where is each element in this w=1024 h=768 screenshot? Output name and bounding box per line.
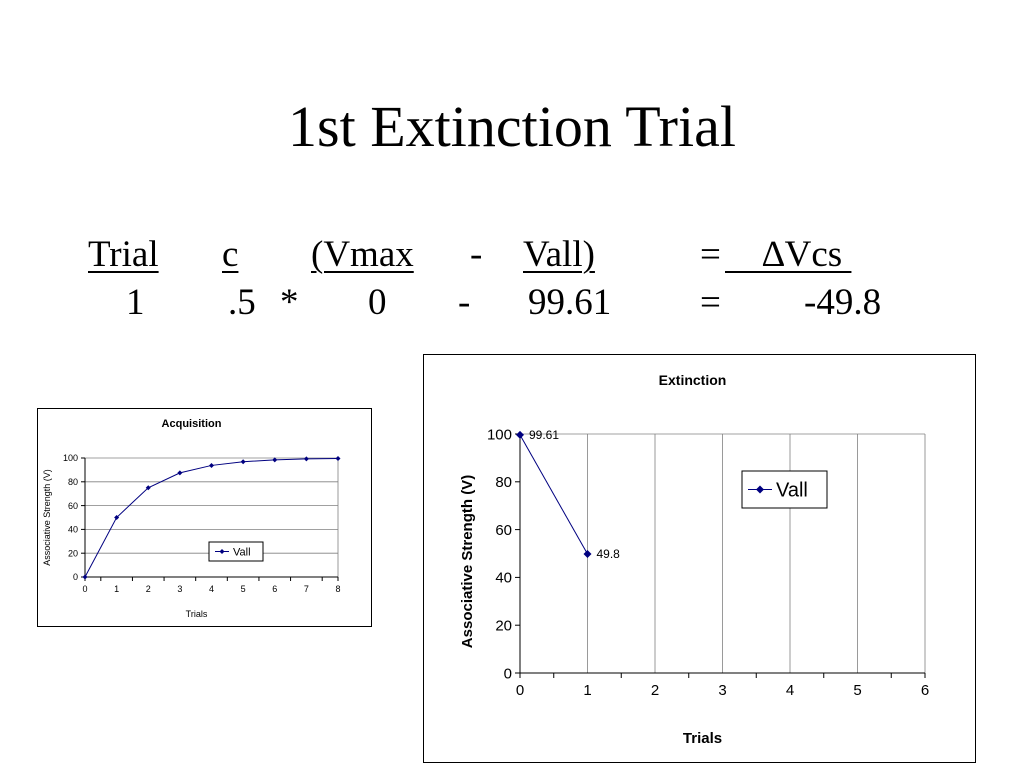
formula-header-trial: Trial	[88, 234, 159, 275]
acquisition-x-tick-label: 6	[272, 584, 277, 594]
acquisition-data-point	[114, 515, 120, 520]
extinction-legend-marker	[756, 485, 764, 494]
formula-value-delta-vcs: -49.8	[804, 282, 882, 323]
extinction-y-tick-label: 80	[495, 474, 512, 491]
acquisition-x-tick-label: 5	[241, 584, 246, 594]
acquisition-x-tick-label: 2	[146, 584, 151, 594]
acquisition-chart-title: Acquisition	[162, 418, 222, 430]
acquisition-y-tick-label: 40	[68, 525, 78, 535]
extinction-x-tick-label: 3	[718, 682, 726, 699]
formula-header-c: c	[222, 234, 239, 275]
extinction-x-tick-label: 1	[583, 682, 591, 699]
acquisition-data-point	[177, 470, 183, 476]
acquisition-data-point	[240, 459, 246, 465]
acquisition-y-tick-label: 20	[68, 548, 78, 558]
extinction-y-tick-label: 20	[495, 617, 512, 634]
acquisition-x-axis-label: Trials	[186, 609, 208, 619]
formula-header-minus: -	[470, 234, 483, 275]
extinction-data-point	[516, 430, 524, 439]
extinction-y-axis-label: Associative Strength (V)	[459, 475, 476, 648]
extinction-chart: Extinction 0 20 40 60 80 100 0 1 2 3 4 5 6 Trials Assoc…	[459, 372, 929, 747]
extinction-y-tick-label: 60	[495, 522, 512, 539]
acquisition-data-point	[335, 455, 341, 461]
acquisition-data-point	[209, 462, 214, 468]
extinction-x-tick-label: 2	[651, 682, 659, 699]
acquisition-y-tick-label: 60	[68, 501, 78, 511]
acquisition-legend-marker	[219, 549, 225, 554]
extinction-chart-frame: Extinction 0 20 40 60 80 100 0 1 2 3 4 5 6 Trials Assoc…	[423, 354, 976, 763]
formula-value-minus: -	[458, 282, 471, 323]
extinction-x-tick-label: 6	[921, 682, 929, 699]
acquisition-chart: Acquisition 0 20 40 60 80 100 0 1 2 3 4 5 6 7 8 Trials As…	[42, 418, 341, 619]
extinction-data-label: 99.61	[529, 428, 559, 442]
formula-header-vall: Vall)	[523, 234, 595, 275]
acquisition-x-tick-label: 1	[114, 584, 119, 594]
extinction-x-tick-label: 5	[853, 682, 861, 699]
acquisition-data-point	[145, 485, 151, 491]
extinction-x-tick-label: 0	[516, 682, 524, 699]
formula-header-vmax: (Vmax	[311, 234, 414, 275]
acquisition-x-tick-label: 0	[82, 584, 87, 594]
acquisition-data-point	[303, 456, 309, 462]
acquisition-y-tick-label: 80	[68, 477, 78, 487]
extinction-chart-title: Extinction	[659, 372, 727, 388]
acquisition-data-point	[272, 457, 278, 463]
formula-header-equals: =	[700, 234, 721, 275]
extinction-y-tick-label: 40	[495, 570, 512, 587]
extinction-legend-label: Vall	[776, 480, 808, 502]
formula-header-delta-vcs: ∆Vcs	[725, 234, 852, 275]
extinction-x-axis-label: Trials	[683, 730, 722, 747]
acquisition-y-axis-label: Associative Strength (V)	[42, 469, 52, 566]
acquisition-chart-frame: Acquisition 0 20 40 60 80 100 0 1 2 3 4 5 6 7 8 Trials As…	[37, 408, 372, 627]
acquisition-x-tick-label: 7	[304, 584, 309, 594]
extinction-series-line	[519, 434, 588, 555]
formula-value-times: *	[280, 282, 299, 323]
acquisition-x-tick-label: 8	[335, 584, 340, 594]
acquisition-y-tick-label: 100	[63, 453, 78, 463]
acquisition-x-tick-label: 4	[209, 584, 214, 594]
extinction-data-label: 49.8	[597, 547, 621, 561]
acquisition-y-tick-label: 0	[73, 572, 78, 582]
acquisition-legend-box	[208, 541, 264, 562]
acquisition-legend-label: Vall	[233, 546, 251, 558]
formula-value-equals: =	[700, 282, 721, 323]
extinction-data-point	[583, 549, 592, 558]
extinction-y-tick-label: 0	[504, 665, 512, 682]
acquisition-data-point	[82, 574, 88, 580]
slide-title: 1st Extinction Trial	[288, 94, 736, 159]
extinction-y-tick-label: 100	[487, 426, 512, 443]
extinction-x-tick-label: 4	[786, 682, 794, 699]
acquisition-x-tick-label: 3	[177, 584, 182, 594]
formula-value-vmax: 0	[368, 282, 387, 323]
formula-value-c: .5	[228, 282, 256, 323]
formula-value-vall: 99.61	[528, 282, 612, 323]
formula-value-trial: 1	[126, 282, 145, 323]
